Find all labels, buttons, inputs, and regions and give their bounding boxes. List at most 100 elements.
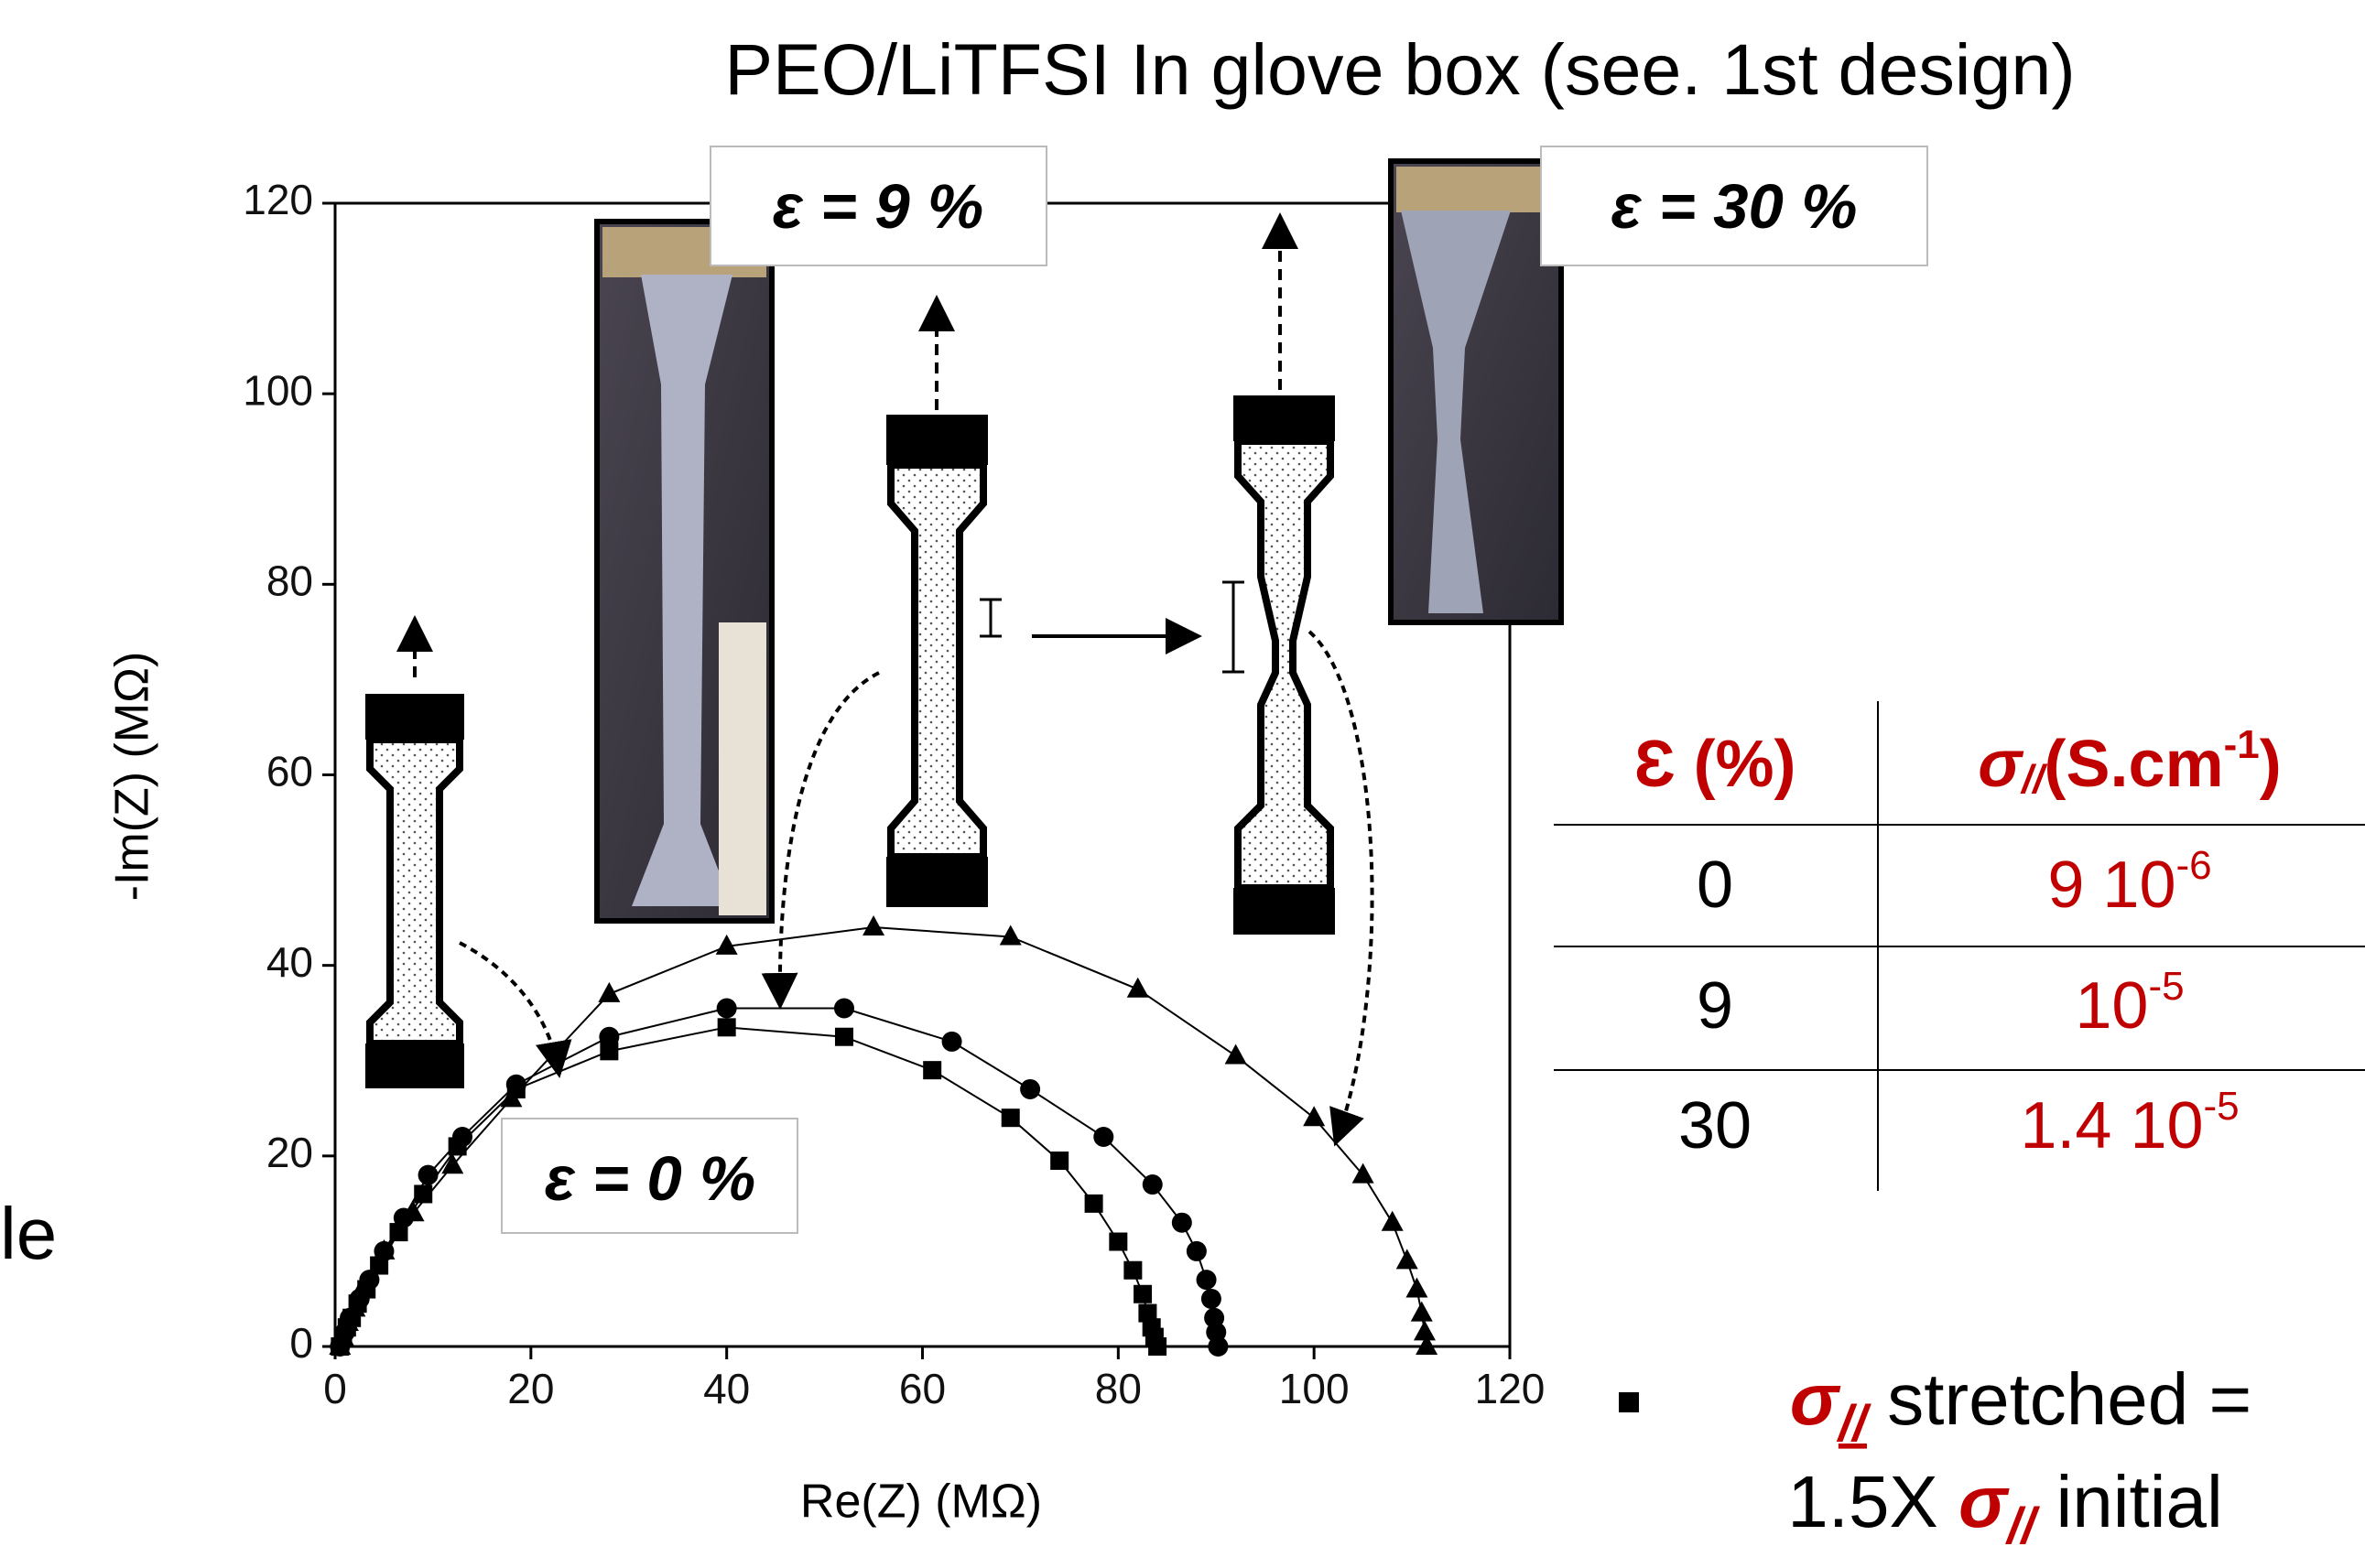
cell-value: 9 10 (2047, 849, 2175, 922)
marker (1405, 1277, 1428, 1298)
x-tick-label: 120 (1475, 1365, 1546, 1412)
header-unit: (S.cm (2045, 728, 2224, 801)
marker (1142, 1174, 1163, 1195)
series-label: ε = 0 % (545, 1143, 756, 1214)
marker (1001, 1108, 1020, 1128)
label-box-30: ε = 30 % (1540, 146, 1928, 266)
label-box-0: ε = 0 % (501, 1118, 798, 1234)
table-header: σ//(S.cm-1) (1978, 722, 2281, 802)
note: σ// stretched = 1.5X σ// initial (1619, 1358, 2251, 1554)
marker (1196, 1270, 1217, 1291)
photo-9 (594, 219, 775, 924)
marker (941, 1031, 962, 1052)
y-axis-label: -Im(Z) (MΩ) (106, 652, 159, 902)
marker (1134, 1284, 1153, 1303)
marker (1395, 1249, 1418, 1270)
marker (715, 934, 738, 955)
marker (1126, 977, 1149, 998)
marker (451, 1127, 472, 1148)
table-cell: 9 10-6 (2047, 843, 2211, 922)
note-text: 1.5X (1787, 1461, 1958, 1542)
marker (1381, 1210, 1404, 1231)
marker (1410, 1301, 1433, 1322)
y-tick-label: 120 (243, 176, 313, 223)
marker (1208, 1336, 1229, 1357)
marker (441, 1153, 464, 1174)
chart-title: PEO/LiTFSI In glove box (see. 1st design… (724, 28, 2075, 110)
table-cell: 0 (1697, 849, 1733, 922)
x-tick-label: 80 (1095, 1365, 1142, 1412)
note-text: stretched = (1867, 1358, 2251, 1440)
cell-value: 1.4 10 (2020, 1089, 2203, 1162)
y-tick-label: 0 (289, 1319, 313, 1367)
specimen-9 (886, 415, 1002, 907)
series-label: ε = 30 % (1611, 171, 1858, 242)
table-cell: 1.4 10-5 (2020, 1084, 2239, 1162)
marker (599, 1026, 620, 1047)
cell-exponent: -5 (2204, 1084, 2240, 1129)
header-sigma: σ (1978, 728, 2024, 801)
x-tick-label: 40 (703, 1365, 750, 1412)
header-end: ) (2260, 728, 2282, 801)
marker (717, 1018, 736, 1037)
edge-fragment: le (0, 1193, 57, 1274)
marker (999, 925, 1022, 946)
y-tick-label: 80 (266, 557, 313, 604)
marker (500, 1087, 523, 1108)
note-line: 1.5X σ// initial (1787, 1461, 2223, 1554)
table-cell: 9 (1697, 969, 1733, 1043)
marker (414, 1184, 433, 1204)
marker (923, 1061, 942, 1080)
y-tick-label: 100 (243, 366, 313, 414)
y-tick-label: 20 (266, 1129, 313, 1176)
table-cell: 10-5 (2075, 964, 2184, 1043)
marker (833, 998, 854, 1019)
marker (336, 1310, 359, 1331)
cell-exponent: -5 (2148, 964, 2184, 1009)
marker (1123, 1260, 1143, 1280)
x-tick-label: 20 (507, 1365, 554, 1412)
marker (353, 1272, 376, 1293)
marker (1413, 1320, 1436, 1341)
series-label: ε = 9 % (773, 171, 984, 242)
marker (1171, 1212, 1192, 1233)
arrows (396, 212, 1374, 1147)
marker (1416, 1335, 1438, 1355)
cell-value: 10 (2075, 969, 2148, 1043)
x-tick-label: 100 (1279, 1365, 1350, 1412)
label-box-9: ε = 9 % (710, 146, 1047, 266)
marker (1186, 1240, 1207, 1261)
marker (598, 981, 621, 1002)
x-axis-label: Re(Z) (MΩ) (800, 1476, 1042, 1529)
specimen-30 (1222, 395, 1335, 935)
plot-area: 0 20 40 60 80 100 120 0 20 40 60 80 100 120 (243, 176, 1545, 1412)
marker (402, 1201, 425, 1222)
marker (418, 1164, 439, 1185)
marker (1084, 1194, 1103, 1213)
marker (834, 1027, 853, 1046)
marker (1093, 1127, 1114, 1148)
note-sigma: σ (1958, 1461, 2010, 1542)
marker (1303, 1106, 1326, 1127)
marker (1020, 1078, 1041, 1099)
marker (373, 1238, 396, 1260)
note-text: initial (2035, 1461, 2223, 1542)
x-tick-label: 0 (323, 1365, 347, 1412)
header-sup: -1 (2224, 722, 2260, 767)
table-header: Ɛ (%) (1633, 728, 1795, 801)
marker (1200, 1288, 1221, 1309)
y-tick-label: 60 (266, 748, 313, 795)
y-tick-label: 40 (266, 938, 313, 986)
note-sub: // (2004, 1497, 2041, 1554)
marker (1050, 1152, 1069, 1171)
marker (1109, 1232, 1128, 1251)
note-sigma: σ (1790, 1358, 1841, 1440)
marker (343, 1296, 366, 1317)
specimen-0 (365, 694, 464, 1088)
marker (716, 998, 737, 1019)
marker (600, 1042, 619, 1061)
header-sub: // (2020, 757, 2048, 802)
marker (1138, 1303, 1157, 1323)
note-sub: // (1836, 1394, 1872, 1452)
